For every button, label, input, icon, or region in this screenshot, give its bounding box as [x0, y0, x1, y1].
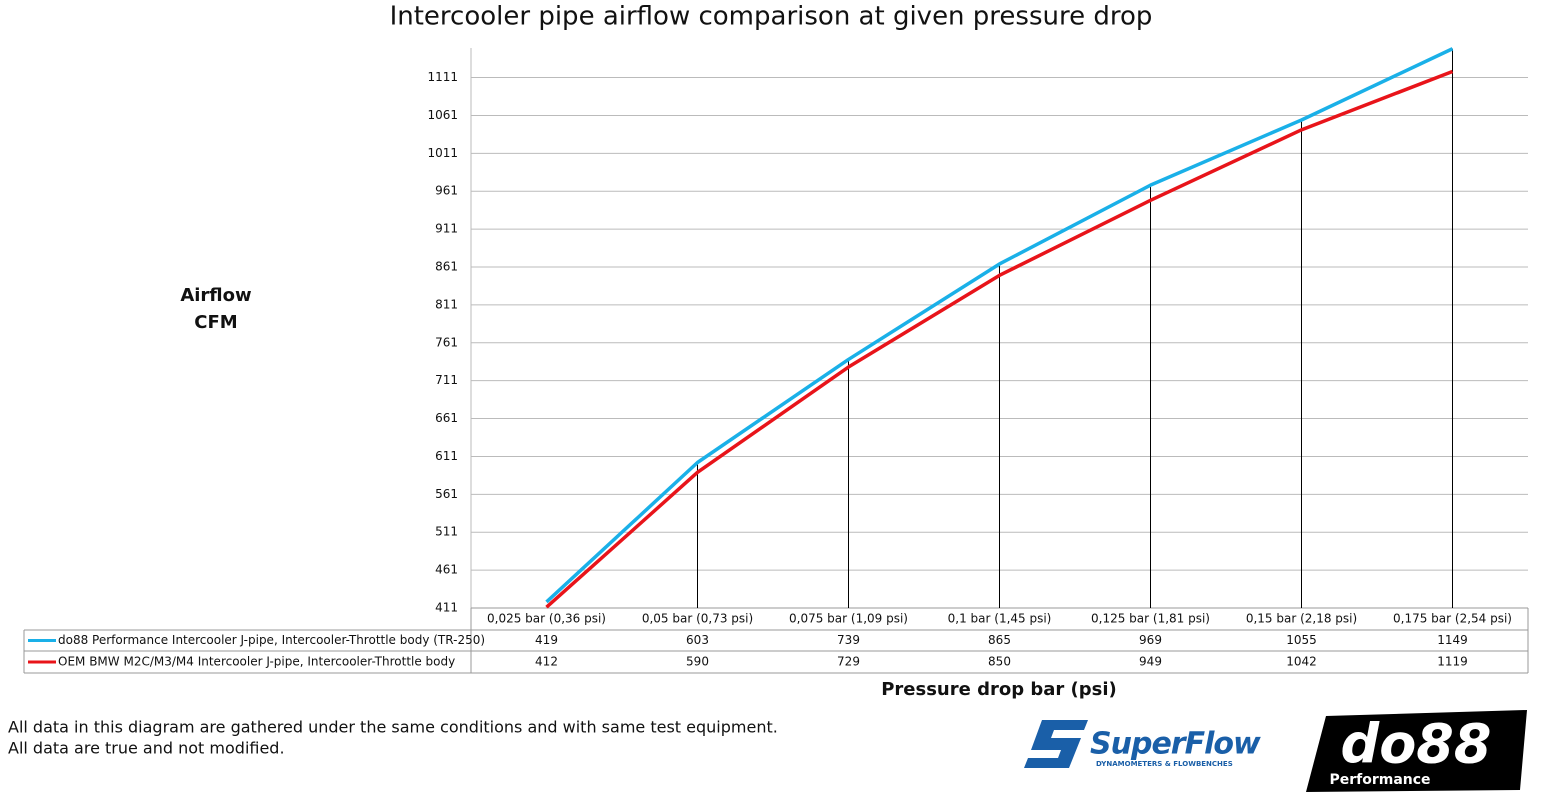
x-tick-label: 0,1 bar (1,45 psi): [948, 612, 1052, 626]
y-tick-label: 1011: [427, 146, 458, 160]
x-tick-label: 0,05 bar (0,73 psi): [642, 612, 753, 626]
superflow-logo: SuperFlow DYNAMOMETERS & FLOWBENCHES: [1024, 720, 1262, 768]
logo-text: do88: [1341, 713, 1492, 776]
x-axis-label: Pressure drop bar (psi): [881, 679, 1117, 700]
y-tick-label: 411: [435, 601, 458, 615]
table-value: 729: [837, 655, 860, 669]
logo-sub: Performance: [1329, 772, 1430, 788]
logo-background: [1306, 710, 1527, 792]
series-line: [545, 47, 1454, 604]
y-tick-label: 561: [435, 487, 458, 501]
logo-tagline: DYNAMOMETERS & FLOWBENCHES: [1096, 760, 1233, 768]
x-tick-label: 0,125 bar (1,81 psi): [1091, 612, 1210, 626]
note: All data in this diagram are gathered un…: [8, 718, 778, 737]
table-value: 1055: [1286, 633, 1317, 647]
y-tick-label: 511: [435, 525, 458, 539]
table-value: 1042: [1286, 655, 1317, 669]
legend-label: do88 Performance Intercooler J-pipe, Int…: [58, 633, 485, 647]
table-value: 590: [686, 655, 709, 669]
x-tick-label: 0,175 bar (2,54 psi): [1393, 612, 1512, 626]
chart-title: Intercooler pipe airflow comparison at g…: [390, 2, 1153, 32]
table-value: 603: [686, 633, 709, 647]
table-value: 1119: [1437, 655, 1468, 669]
legend-label: OEM BMW M2C/M3/M4 Intercooler J-pipe, In…: [58, 655, 455, 669]
x-tick-label: 0,025 bar (0,36 psi): [487, 612, 606, 626]
x-tick-label: 0,075 bar (1,09 psi): [789, 612, 908, 626]
table-value: 419: [535, 633, 558, 647]
table-value: 739: [837, 633, 860, 647]
table-value: 949: [1139, 655, 1162, 669]
y-tick-label: 811: [435, 297, 458, 311]
y-tick-label: 661: [435, 411, 458, 425]
note: All data are true and not modified.: [8, 739, 285, 758]
x-tick-label: 0,15 bar (2,18 psi): [1246, 612, 1357, 626]
y-tick-label: 961: [435, 184, 458, 198]
y-tick-label: 611: [435, 449, 458, 463]
series-line: [545, 69, 1454, 609]
y-axis-label: Airflow: [180, 285, 251, 306]
y-tick-label: 1111: [427, 70, 458, 84]
table-value: 865: [988, 633, 1011, 647]
y-tick-label: 1061: [427, 108, 458, 122]
y-tick-label: 861: [435, 259, 458, 273]
table-value: 969: [1139, 633, 1162, 647]
logo-text: SuperFlow: [1090, 727, 1261, 762]
table-value: 1149: [1437, 633, 1468, 647]
table-value: 850: [988, 655, 1011, 669]
y-tick-label: 911: [435, 222, 458, 236]
table-value: 412: [535, 655, 558, 669]
y-axis-label: CFM: [194, 312, 237, 333]
y-tick-label: 761: [435, 335, 458, 349]
logo-icon: [1024, 720, 1088, 768]
y-tick-label: 711: [435, 373, 458, 387]
y-tick-label: 461: [435, 563, 458, 577]
do88-logo: do88 Performance: [1306, 710, 1527, 792]
